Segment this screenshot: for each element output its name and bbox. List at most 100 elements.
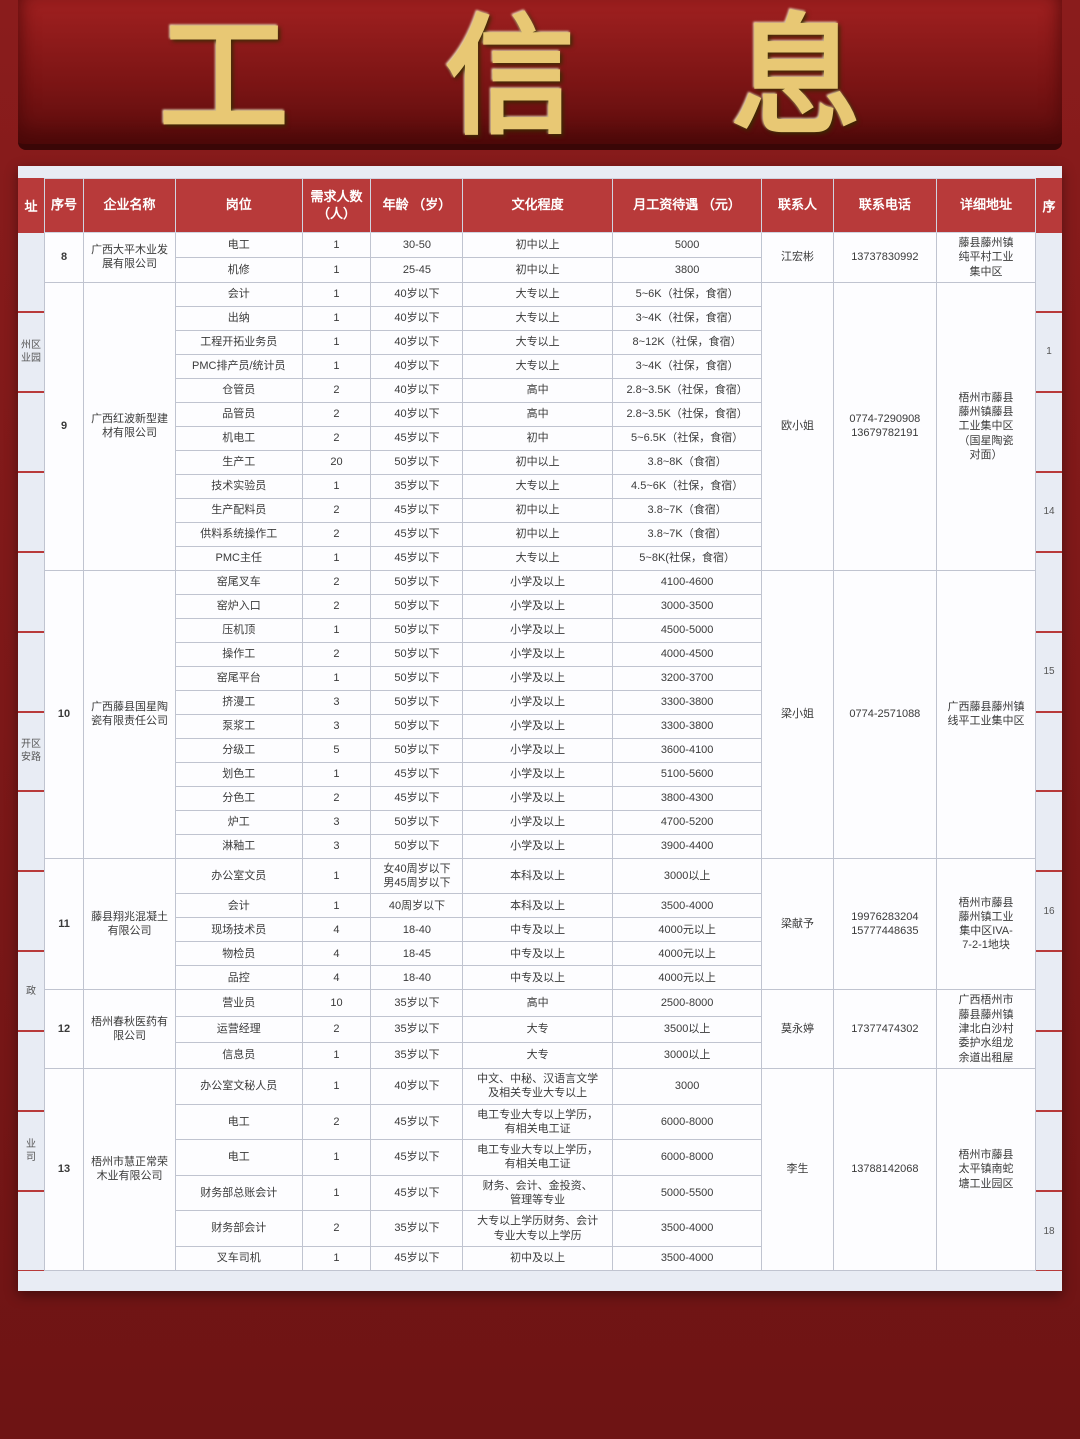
cell-contact: 欧小姐 bbox=[762, 282, 833, 570]
cell-age: 50岁以下 bbox=[371, 738, 463, 762]
cell-position: 窑尾平台 bbox=[176, 666, 302, 690]
cell-idx: 9 bbox=[45, 282, 84, 570]
left-strip-cell: 州区业园 bbox=[18, 312, 44, 392]
cell-age: 35岁以下 bbox=[371, 1042, 463, 1068]
cell-age: 45岁以下 bbox=[371, 1246, 463, 1270]
cell-count: 5 bbox=[302, 738, 371, 762]
cell-age: 50岁以下 bbox=[371, 834, 463, 858]
cell-idx: 13 bbox=[45, 1068, 84, 1270]
cell-position: 生产工 bbox=[176, 450, 302, 474]
cell-count: 2 bbox=[302, 570, 371, 594]
cell-edu: 小学及以上 bbox=[463, 762, 612, 786]
cell-salary: 3500以上 bbox=[612, 1016, 761, 1042]
cell-count: 2 bbox=[302, 1211, 371, 1247]
cell-edu: 高中 bbox=[463, 378, 612, 402]
cell-company: 藤县翔兆混凝土有限公司 bbox=[84, 858, 176, 990]
cell-salary: 3.8~8K（食宿） bbox=[612, 450, 761, 474]
cell-salary: 3000以上 bbox=[612, 858, 761, 894]
cell-edu: 大专以上 bbox=[463, 474, 612, 498]
cell-age: 40周岁以下 bbox=[371, 894, 463, 918]
cell-salary: 3800-4300 bbox=[612, 786, 761, 810]
cell-salary: 3900-4400 bbox=[612, 834, 761, 858]
cell-position: 窑尾叉车 bbox=[176, 570, 302, 594]
cell-salary: 6000-8000 bbox=[612, 1104, 761, 1140]
cell-count: 1 bbox=[302, 666, 371, 690]
cell-age: 40岁以下 bbox=[371, 282, 463, 306]
cell-age: 50岁以下 bbox=[371, 666, 463, 690]
cell-age: 50岁以下 bbox=[371, 570, 463, 594]
cell-age: 40岁以下 bbox=[371, 378, 463, 402]
cell-salary: 3500-4000 bbox=[612, 1211, 761, 1247]
left-strip-cell: 开区安路 bbox=[18, 712, 44, 792]
cell-count: 4 bbox=[302, 966, 371, 990]
cell-count: 1 bbox=[302, 858, 371, 894]
cell-count: 1 bbox=[302, 1042, 371, 1068]
cell-salary: 5100-5600 bbox=[612, 762, 761, 786]
cell-position: 办公室文秘人员 bbox=[176, 1068, 302, 1104]
cell-position: 压机顶 bbox=[176, 618, 302, 642]
cell-idx: 12 bbox=[45, 990, 84, 1068]
cell-salary: 4700-5200 bbox=[612, 810, 761, 834]
cell-idx: 8 bbox=[45, 233, 84, 283]
right-cutoff-column: 序114151618 bbox=[1036, 178, 1062, 1271]
table-row: 10广西藤县国星陶瓷有限责任公司窑尾叉车250岁以下小学及以上4100-4600… bbox=[45, 570, 1036, 594]
header-row: 序号 企业名称 岗位 需求人数 （人） 年龄 （岁） 文化程度 月工资待遇 （元… bbox=[45, 179, 1036, 233]
cell-position: 品管员 bbox=[176, 402, 302, 426]
cell-position: 分色工 bbox=[176, 786, 302, 810]
cell-age: 45岁以下 bbox=[371, 546, 463, 570]
cell-edu: 初中以上 bbox=[463, 498, 612, 522]
cell-age: 35岁以下 bbox=[371, 990, 463, 1016]
cell-position: 技术实验员 bbox=[176, 474, 302, 498]
cell-age: 18-40 bbox=[371, 966, 463, 990]
cell-position: 财务部会计 bbox=[176, 1211, 302, 1247]
cell-position: 电工 bbox=[176, 1140, 302, 1176]
th-company: 企业名称 bbox=[84, 179, 176, 233]
cell-salary: 2500-8000 bbox=[612, 990, 761, 1016]
cell-edu: 本科及以上 bbox=[463, 894, 612, 918]
cell-position: 炉工 bbox=[176, 810, 302, 834]
cell-count: 1 bbox=[302, 1175, 371, 1211]
th-edu: 文化程度 bbox=[463, 179, 612, 233]
job-table: 序号 企业名称 岗位 需求人数 （人） 年龄 （岁） 文化程度 月工资待遇 （元… bbox=[44, 178, 1036, 1271]
cell-age: 40岁以下 bbox=[371, 402, 463, 426]
cell-age: 50岁以下 bbox=[371, 450, 463, 474]
cell-salary: 3000 bbox=[612, 1068, 761, 1104]
cell-contact: 江宏彬 bbox=[762, 233, 833, 283]
th-position: 岗位 bbox=[176, 179, 302, 233]
cell-count: 2 bbox=[302, 642, 371, 666]
cell-position: 财务部总账会计 bbox=[176, 1175, 302, 1211]
cell-age: 30-50 bbox=[371, 233, 463, 258]
cell-edu: 初中及以上 bbox=[463, 1246, 612, 1270]
cell-phone: 0774-2571088 bbox=[833, 570, 936, 858]
cell-count: 1 bbox=[302, 894, 371, 918]
cell-count: 1 bbox=[302, 762, 371, 786]
cell-salary: 4000元以上 bbox=[612, 942, 761, 966]
th-addr: 详细地址 bbox=[937, 179, 1036, 233]
cell-count: 2 bbox=[302, 498, 371, 522]
cell-age: 50岁以下 bbox=[371, 714, 463, 738]
cell-salary: 3000以上 bbox=[612, 1042, 761, 1068]
cell-edu: 小学及以上 bbox=[463, 690, 612, 714]
cell-position: 信息员 bbox=[176, 1042, 302, 1068]
cell-edu: 小学及以上 bbox=[463, 834, 612, 858]
cell-salary: 3000-3500 bbox=[612, 594, 761, 618]
cell-count: 20 bbox=[302, 450, 371, 474]
left-strip-cell bbox=[18, 232, 44, 312]
cell-phone: 0774-729090813679782191 bbox=[833, 282, 936, 570]
cell-age: 50岁以下 bbox=[371, 690, 463, 714]
right-strip-cell: 16 bbox=[1036, 871, 1062, 951]
cell-count: 2 bbox=[302, 1016, 371, 1042]
th-phone: 联系电话 bbox=[833, 179, 936, 233]
table-row: 8广西大平木业发展有限公司电工130-50初中以上5000江宏彬13737830… bbox=[45, 233, 1036, 258]
cell-count: 1 bbox=[302, 306, 371, 330]
cell-count: 3 bbox=[302, 690, 371, 714]
cell-edu: 中专及以上 bbox=[463, 942, 612, 966]
cell-salary: 3800 bbox=[612, 257, 761, 282]
table-row: 11藤县翔兆混凝土有限公司办公室文员1女40周岁以下男45周岁以下本科及以上30… bbox=[45, 858, 1036, 894]
cell-edu: 高中 bbox=[463, 990, 612, 1016]
cell-count: 1 bbox=[302, 257, 371, 282]
left-cutoff-column: 址州区业园开区安路政业司 bbox=[18, 178, 44, 1271]
cell-count: 10 bbox=[302, 990, 371, 1016]
cell-edu: 小学及以上 bbox=[463, 738, 612, 762]
cell-position: 办公室文员 bbox=[176, 858, 302, 894]
